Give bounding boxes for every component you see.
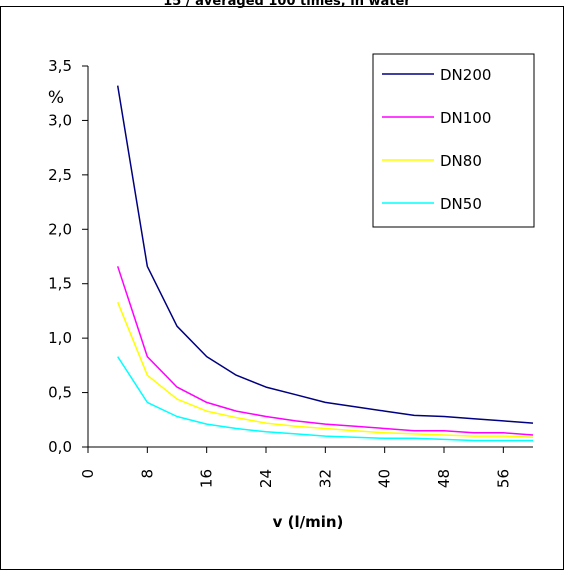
x-tick-label: 32 — [316, 469, 334, 488]
x-tick-label: 24 — [257, 469, 275, 488]
series-line-dn80 — [117, 301, 534, 438]
y-tick-label: 3,0 — [48, 111, 72, 129]
y-tick-label: 0,5 — [48, 384, 72, 402]
y-tick-label: 2,0 — [48, 220, 72, 238]
legend-label: DN50 — [440, 195, 482, 213]
y-tick-label: 1,5 — [48, 275, 72, 293]
legend-box — [372, 53, 535, 228]
x-tick-label: 48 — [435, 469, 453, 488]
y-tick-label: 2,5 — [48, 166, 72, 184]
x-tick-label: 56 — [494, 469, 512, 488]
x-tick-label: 40 — [376, 469, 394, 488]
chart-title: 15 / averaged 100 times, in water — [163, 0, 411, 9]
series-line-dn200 — [116, 85, 534, 424]
series-line-dn50 — [117, 356, 533, 442]
legend-label: DN100 — [440, 109, 491, 127]
plot-area: 0,0 0,5 1,0 1,5 2,0 2,5 3,0 3,5 0 8 16 24 32 40 48 56% v… — [48, 53, 535, 531]
x-tick-label: 16 — [198, 469, 216, 488]
legend-label: DN200 — [440, 66, 491, 84]
x-tick-label: 8 — [138, 469, 156, 479]
y-axis-label: % — [48, 88, 64, 108]
legend-label: DN80 — [440, 152, 482, 170]
y-tick-label: 0,0 — [48, 438, 72, 456]
x-axis-label: v (l/min) — [273, 513, 344, 531]
series-line-dn100 — [116, 266, 534, 436]
x-tick-label: 0 — [79, 469, 97, 479]
y-tick-label: 3,5 — [48, 57, 72, 75]
legend: DN200 DN100 DN80 DN50 — [372, 53, 535, 228]
y-tick-label: 1,0 — [48, 329, 72, 347]
